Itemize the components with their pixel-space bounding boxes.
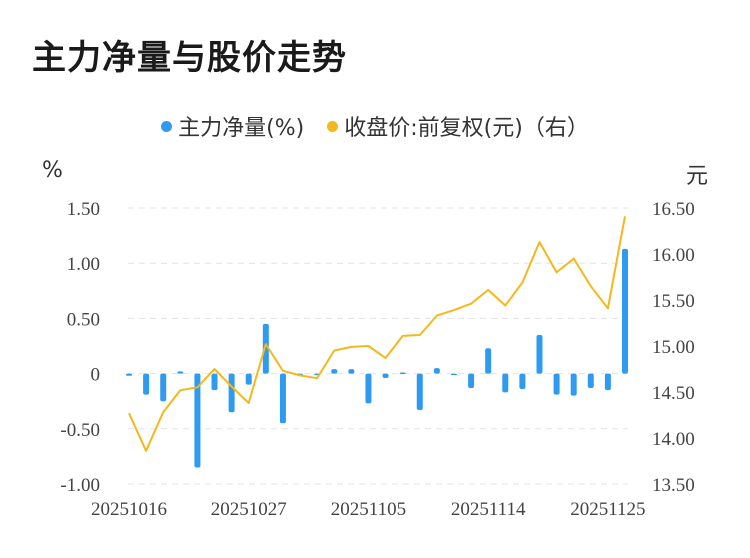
left-tick-label: -1.00 [60,475,100,496]
bar [502,373,509,393]
bar [160,373,167,402]
bar [245,373,252,385]
legend-item-bar[interactable]: 主力净量(%) [161,110,304,142]
left-tick-label: 0 [91,365,101,386]
right-tick-label: 15.50 [652,291,695,312]
left-tick-label: 0.50 [67,309,100,330]
right-tick-label: 14.00 [652,429,695,450]
bar [177,371,184,374]
bar [485,348,492,374]
bar [587,373,594,388]
legend-bar-label: 主力净量(%) [178,116,305,141]
bar [331,369,338,374]
bar [416,373,423,411]
right-axis-unit: 元 [685,164,708,189]
left-tick-label: -0.50 [60,420,100,441]
legend: 主力净量(%) 收盘价:前复权(元)（右） [0,110,750,142]
bar [604,373,611,391]
bar [279,373,286,424]
legend-item-line[interactable]: 收盘价:前复权(元)（右） [327,110,589,142]
bar [126,373,132,376]
right-tick-label: 16.50 [652,199,695,220]
left-tick-label: 1.50 [67,199,100,220]
bar [450,373,457,376]
bar [468,373,475,388]
legend-bar-dot [161,120,173,132]
bar [228,373,235,413]
bar [262,323,269,374]
right-tick-label: 14.50 [652,383,695,404]
bar [519,373,526,390]
bar [382,373,389,379]
legend-line-label: 收盘价:前复权(元)（右） [344,116,589,141]
x-tick-label: 20251114 [451,499,526,520]
bar [622,248,628,374]
left-axis-unit: % [42,158,63,183]
x-tick-label: 20251016 [91,499,167,520]
bar [433,368,440,374]
bar [143,373,150,395]
x-tick-label: 20251027 [211,499,287,520]
right-tick-label: 13.50 [652,475,695,496]
right-tick-label: 15.00 [652,337,695,358]
x-tick-label: 20251105 [331,499,406,520]
chart-title: 主力净量与股价走势 [32,38,347,78]
right-tick-label: 16.00 [652,245,695,266]
legend-line-dot [327,120,339,132]
bar [399,372,406,374]
price-line [128,216,626,452]
bar [536,334,543,374]
bar [194,373,201,468]
left-tick-label: 1.00 [67,254,100,275]
bar [211,373,218,391]
bar [348,369,355,374]
bar [553,373,560,395]
bar [365,373,372,404]
x-tick-label: 20251125 [570,499,645,520]
bar [570,373,577,396]
